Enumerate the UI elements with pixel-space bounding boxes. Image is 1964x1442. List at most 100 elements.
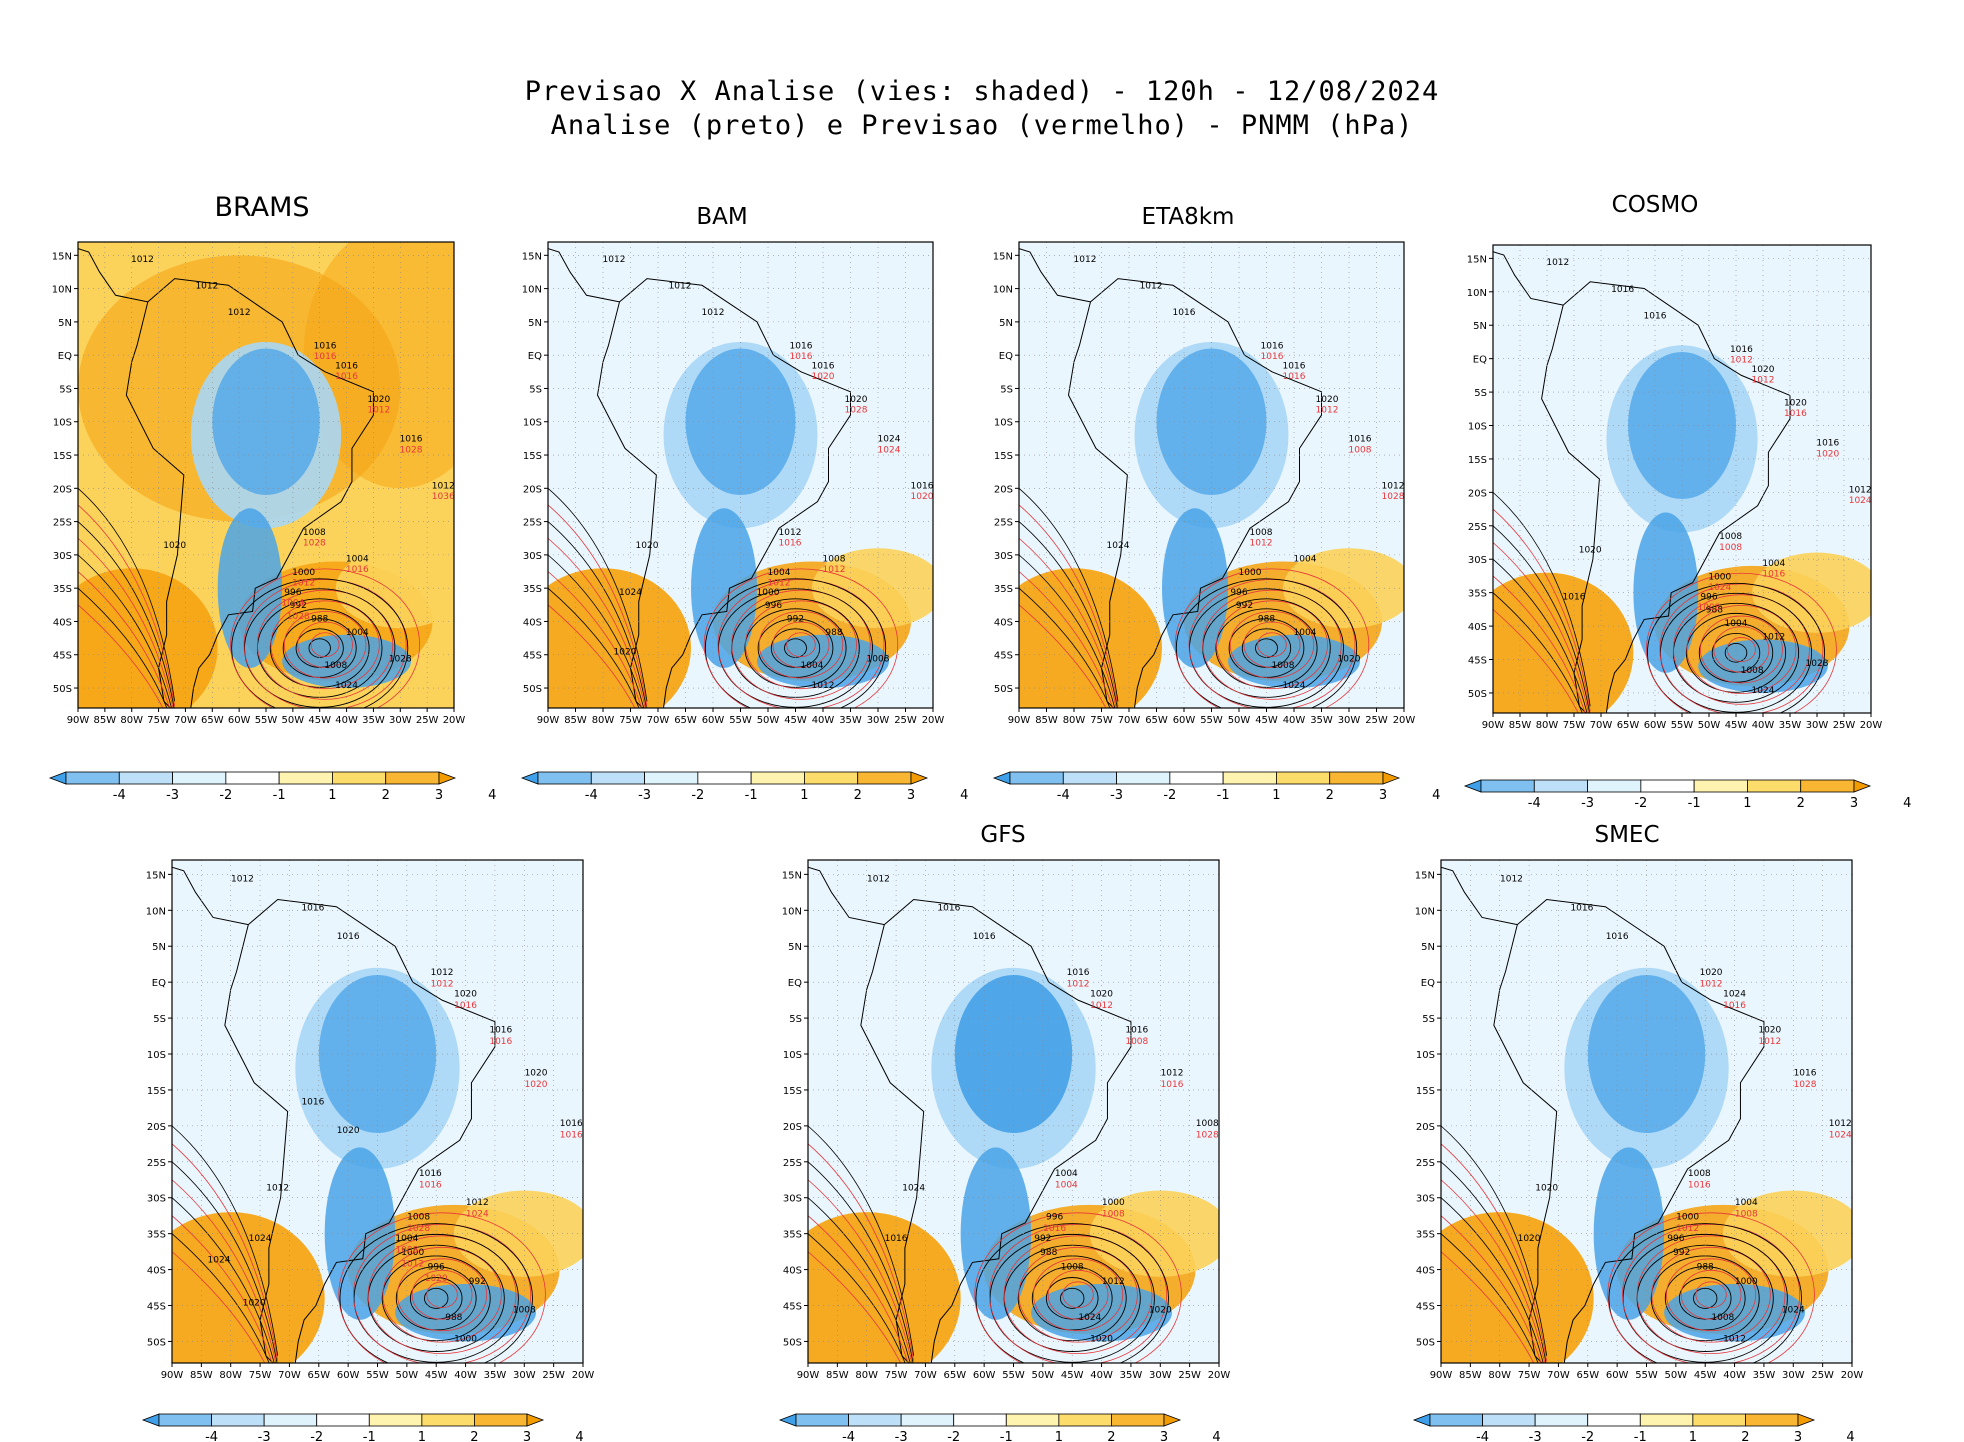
lon-tick-label: 60W	[1173, 715, 1196, 726]
contour-label: 1016	[1570, 903, 1593, 913]
lon-tick-label: 40W	[1723, 1370, 1746, 1381]
contour-label: 1012	[266, 1184, 289, 1194]
lat-tick-label: 5S	[59, 384, 72, 395]
contour-label: 1020	[911, 492, 934, 502]
map-panel-5: 1012 1016 1016 1012 1020 1016 1020 1016 1016 1012…	[134, 859, 594, 1385]
contour-label: 1028	[1794, 1080, 1817, 1090]
lat-tick-label: 25S	[523, 518, 542, 529]
contour-label: 1020	[1535, 1184, 1558, 1194]
colorbar-tick-label: -1	[363, 1430, 376, 1442]
map-panel-bam: 1012 1012 1012 1016 1016 1020 1024 1016 1012 1008…	[510, 241, 944, 730]
lat-tick-label: 10S	[783, 1050, 802, 1061]
lon-tick-label: 40W	[1283, 715, 1306, 726]
contour-label: 1004	[768, 568, 791, 578]
contour-label: 1024	[1708, 583, 1731, 593]
contour-label: 1016	[1816, 439, 1839, 449]
lon-tick-label: 55W	[1002, 1370, 1025, 1381]
lon-tick-label: 25W	[542, 1370, 565, 1381]
contour-label: 1020	[1700, 968, 1723, 978]
lat-tick-label: 5S	[1422, 1014, 1435, 1025]
contour-label: 1000	[292, 568, 315, 578]
lat-tick-label: 10S	[523, 418, 542, 429]
contour-label: 1016	[1611, 285, 1634, 295]
contour-label: 1020	[163, 541, 186, 551]
contour-label: 1012	[702, 308, 725, 318]
contour-label: 1012	[669, 282, 692, 292]
lat-tick-label: 10S	[1468, 422, 1487, 433]
lat-tick-label: 20S	[783, 1122, 802, 1133]
colorbar-tick-label: -4	[205, 1430, 218, 1442]
lat-tick-label: 45S	[783, 1302, 802, 1313]
contour-label: 1016	[301, 1097, 324, 1107]
contour-label: 996	[284, 588, 301, 598]
contour-label: 1016	[790, 352, 813, 362]
contour-label: 1016	[1349, 435, 1372, 445]
lat-tick-label: 5N	[528, 318, 542, 329]
lat-tick-label: 40S	[1416, 1266, 1435, 1277]
lat-tick-label: EQ	[58, 351, 72, 362]
contour-label: 992	[1034, 1234, 1051, 1244]
contour-label: 1028	[1196, 1130, 1219, 1140]
lat-tick-label: 30S	[147, 1194, 166, 1205]
lon-tick-label: 45W	[425, 1370, 448, 1381]
lat-tick-label: 50S	[783, 1337, 802, 1348]
lat-tick-label: 50S	[994, 684, 1013, 695]
contour-label: 988	[1040, 1248, 1057, 1258]
lat-tick-label: 30S	[1416, 1194, 1435, 1205]
colorbar-tick-label: -2	[691, 788, 704, 803]
contour-label: 1024	[1849, 496, 1872, 506]
contour-label: 1008	[867, 654, 890, 664]
contour-label: 1008	[1735, 1209, 1758, 1219]
map-panel-eta8km: 1012 1012 1016 1016 1016 1020 1016 1012 1008 1004…	[981, 241, 1415, 730]
contour-label: 1008	[1698, 603, 1721, 613]
contour-label: 1016	[973, 932, 996, 942]
contour-label: 1024	[1283, 681, 1306, 691]
lon-tick-label: 65W	[1145, 715, 1168, 726]
lat-tick-label: 15N	[1467, 254, 1487, 265]
panel-title-bam: BAM	[696, 204, 748, 230]
contour-label: 1012	[1546, 258, 1569, 268]
map-panel-smec: 1012 1016 1016 1020 1024 1020 1016 1012 1008 1004…	[1403, 859, 1863, 1385]
contour-label: 1016	[1283, 372, 1306, 382]
contour-label: 1016	[335, 361, 358, 371]
lon-tick-label: 45W	[308, 715, 331, 726]
lon-tick-label: 85W	[1509, 720, 1532, 731]
contour-label: 1012	[1762, 632, 1785, 642]
colorbar-tick-label: -4	[1476, 1430, 1489, 1442]
lon-tick-label: 75W	[1518, 1370, 1541, 1381]
contour-label: 1012	[1067, 979, 1090, 989]
lon-tick-label: 75W	[249, 1370, 272, 1381]
lon-tick-label: 30W	[513, 1370, 536, 1381]
lat-tick-label: 15N	[146, 870, 166, 881]
contour-label: 996	[1230, 588, 1247, 598]
contour-label: 1008	[1250, 528, 1273, 538]
lat-tick-label: 5S	[1474, 388, 1487, 399]
contour-label: 1012	[1102, 1277, 1125, 1287]
colorbar-tick-label: 4	[488, 788, 496, 803]
contour-label: 1012	[195, 282, 218, 292]
contour-label: 1008	[407, 1212, 430, 1222]
colorbar-tick-label: 3	[523, 1430, 531, 1442]
contour-label: 1012	[768, 579, 791, 589]
colorbar-tick-label: -2	[1634, 796, 1647, 811]
lat-tick-label: 15S	[994, 451, 1013, 462]
contour-label: 1012	[432, 481, 455, 491]
lat-tick-label: 20S	[1468, 488, 1487, 499]
colorbar-tick-label: 3	[1160, 1430, 1168, 1442]
lat-tick-label: 20S	[523, 484, 542, 495]
colorbar-tick-label: 3	[1794, 1430, 1802, 1442]
lon-tick-label: 50W	[1698, 720, 1721, 731]
contour-label: 996	[1700, 592, 1717, 602]
contour-label: 1004	[1762, 559, 1785, 569]
contour-label: 1016	[419, 1181, 442, 1191]
lon-tick-label: 25W	[1811, 1370, 1834, 1381]
contour-label: 1004	[1055, 1181, 1078, 1191]
colorbar-tick-label: -4	[842, 1430, 855, 1442]
lat-tick-label: 35S	[147, 1230, 166, 1241]
lon-tick-label: 75W	[619, 715, 642, 726]
contour-label: 1012	[603, 255, 626, 265]
lat-tick-label: 45S	[147, 1302, 166, 1313]
contour-label: 1020	[1579, 546, 1602, 556]
contour-label: 1024	[249, 1234, 272, 1244]
contour-label: 1024	[1782, 1306, 1805, 1316]
